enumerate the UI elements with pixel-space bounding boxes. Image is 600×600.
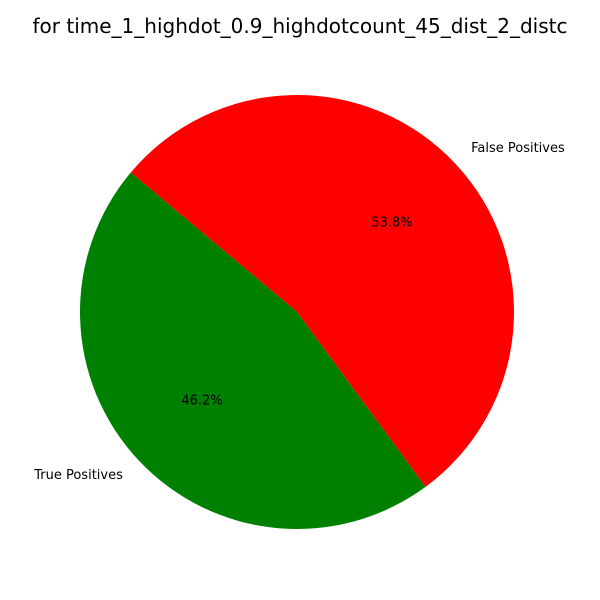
slice-category-label: True Positives [33,468,123,483]
pie-slice-false-positives [130,94,515,487]
pie-slices [80,94,515,529]
pie-slice-true-positives [80,172,426,529]
slice-category-label: False Positives [471,141,565,156]
slice-percent-label: 46.2% [181,394,222,409]
pie-labels: True Positives 46.2% False Positives 53.8% [33,141,565,483]
chart-title: for time_1_highdot_0.9_highdotcount_45_d… [33,14,568,38]
slice-percent-label: 53.8% [371,215,412,230]
